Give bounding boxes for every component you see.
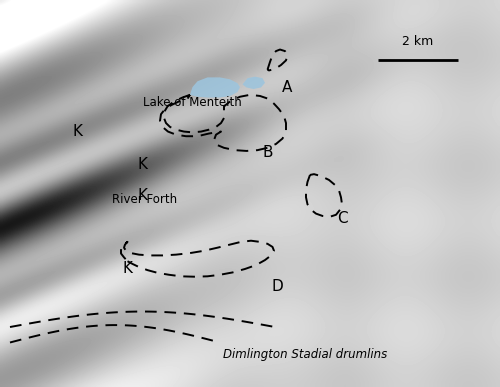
Text: A: A bbox=[282, 80, 292, 94]
Polygon shape bbox=[242, 77, 265, 89]
Text: Dimlington Stadial drumlins: Dimlington Stadial drumlins bbox=[223, 348, 387, 361]
Text: D: D bbox=[272, 279, 283, 294]
Text: K: K bbox=[72, 124, 83, 139]
Text: C: C bbox=[337, 211, 348, 226]
Text: B: B bbox=[262, 146, 273, 160]
Text: Lake of Menteith: Lake of Menteith bbox=[143, 96, 242, 109]
Text: River Forth: River Forth bbox=[112, 193, 178, 206]
Text: K: K bbox=[138, 188, 147, 203]
Polygon shape bbox=[190, 77, 240, 98]
Text: K: K bbox=[122, 262, 132, 276]
Text: K: K bbox=[138, 157, 147, 172]
Text: 2 km: 2 km bbox=[402, 35, 433, 48]
